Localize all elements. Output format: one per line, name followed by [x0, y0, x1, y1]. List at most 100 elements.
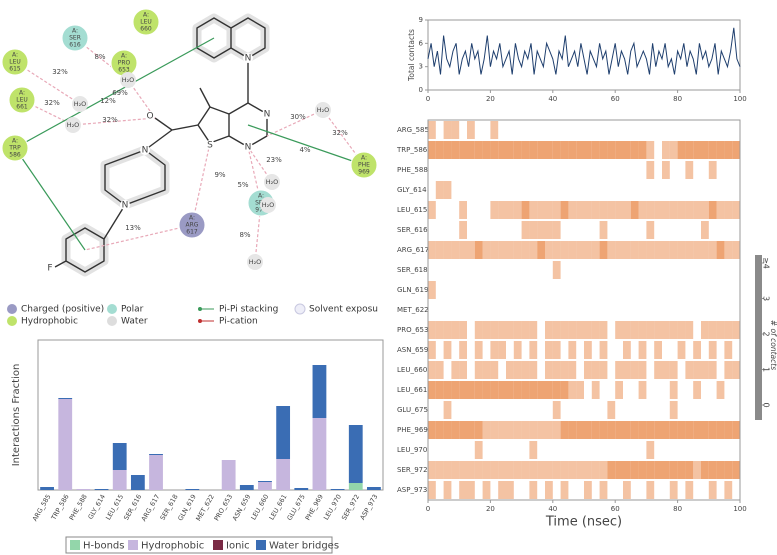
contact-cell: [435, 421, 444, 439]
atom-label: S: [207, 141, 213, 151]
legend-frame: [65, 536, 333, 554]
contact-cell: [428, 241, 436, 259]
contact-cell: [545, 141, 553, 159]
contact-cell: [568, 341, 577, 359]
contact-cell: [716, 421, 725, 439]
contact-cell: [513, 201, 522, 219]
contact-cell: [482, 421, 491, 439]
residue-label: PHE: [358, 162, 370, 169]
bar-segment: [58, 399, 73, 490]
y-tick-label: 3: [419, 63, 423, 71]
contact-cell: [560, 421, 569, 439]
contact-cell: [685, 321, 694, 339]
contact-cell: [435, 381, 444, 399]
contact-cell: [716, 381, 725, 399]
legend-swatch: [294, 303, 306, 315]
contact-cell: [693, 361, 701, 379]
contact-cell: [591, 241, 600, 259]
contact-cell: [459, 201, 467, 219]
water-bubble: [120, 72, 136, 88]
contact-cell: [576, 241, 584, 259]
contact-cell: [584, 461, 592, 479]
contact-cell: [490, 121, 499, 139]
bar-segment: [76, 489, 91, 490]
contact-cell: [685, 201, 694, 219]
contact-cell: [545, 221, 553, 239]
contact-cell: [474, 321, 483, 339]
row-label: PHE_588: [397, 166, 428, 174]
contact-cell: [685, 461, 694, 479]
residue-bubble: [1, 134, 29, 162]
contact-cell: [568, 241, 577, 259]
atom-label: N: [245, 54, 252, 64]
contact-cell: [630, 141, 639, 159]
contact-cell: [443, 481, 452, 499]
contact-cell: [490, 421, 499, 439]
contact-cell: [474, 381, 483, 399]
colorbar-tick-label: 2: [762, 331, 771, 336]
contact-cell: [599, 321, 608, 339]
residue-bubble: [61, 24, 89, 52]
contact-cell: [552, 321, 561, 339]
contact-cell: [724, 321, 733, 339]
contact-cell: [467, 421, 475, 439]
contact-cell: [599, 481, 608, 499]
interaction-percent: 13%: [125, 224, 141, 232]
contact-cell: [459, 381, 467, 399]
contact-cell: [459, 321, 467, 339]
contact-cell: [646, 241, 655, 259]
contact-cell: [474, 441, 483, 459]
contact-cell: [576, 381, 584, 399]
contact-cell: [435, 181, 444, 199]
contact-cell: [435, 321, 444, 339]
contact-cell: [677, 241, 686, 259]
residue-label: A:: [12, 52, 18, 59]
contact-cell: [654, 461, 662, 479]
contact-cell: [623, 361, 631, 379]
contact-cell: [482, 321, 491, 339]
contact-cell: [693, 241, 701, 259]
contact-cell: [708, 421, 717, 439]
x-tick-label: 100: [733, 505, 746, 513]
contact-cell: [568, 201, 577, 219]
contact-cell: [451, 361, 460, 379]
contact-cell: [732, 321, 740, 339]
contact-cell: [537, 201, 545, 219]
contact-cell: [669, 361, 678, 379]
plot-frame: [37, 339, 384, 491]
atom-bg: [243, 53, 253, 63]
contact-cell: [584, 481, 592, 499]
atom-label: N: [264, 110, 271, 120]
contact-cell: [576, 461, 584, 479]
row-label: SER_616: [397, 226, 428, 234]
contact-cell: [498, 461, 506, 479]
contact-cell: [490, 201, 499, 219]
x-tick-label: 0: [426, 95, 430, 103]
contact-cell: [459, 481, 467, 499]
contact-cell: [615, 461, 623, 479]
contact-cell: [669, 241, 678, 259]
contact-cell: [513, 421, 522, 439]
contact-cell: [506, 421, 514, 439]
contact-cell: [685, 421, 694, 439]
contact-cell: [459, 361, 467, 379]
residue-label: 615: [9, 66, 21, 73]
contact-cell: [482, 381, 491, 399]
x-tick-label: ASP_973: [358, 493, 379, 521]
contact-cell: [428, 201, 436, 219]
contact-cell: [467, 481, 475, 499]
bar-segment: [239, 485, 254, 490]
contact-cell: [498, 341, 506, 359]
contact-cell: [724, 421, 733, 439]
legend-label: Charged (positive): [21, 305, 104, 315]
water-label: H₂O: [67, 121, 80, 129]
contact-cell: [443, 141, 452, 159]
contact-cell: [685, 241, 694, 259]
contact-cell: [630, 461, 639, 479]
interaction-percent: 9%: [214, 171, 225, 179]
residue-label: A:: [19, 90, 25, 97]
contact-cell: [607, 141, 616, 159]
contact-cell: [529, 421, 538, 439]
contact-cell: [732, 141, 740, 159]
contact-cell: [708, 241, 717, 259]
